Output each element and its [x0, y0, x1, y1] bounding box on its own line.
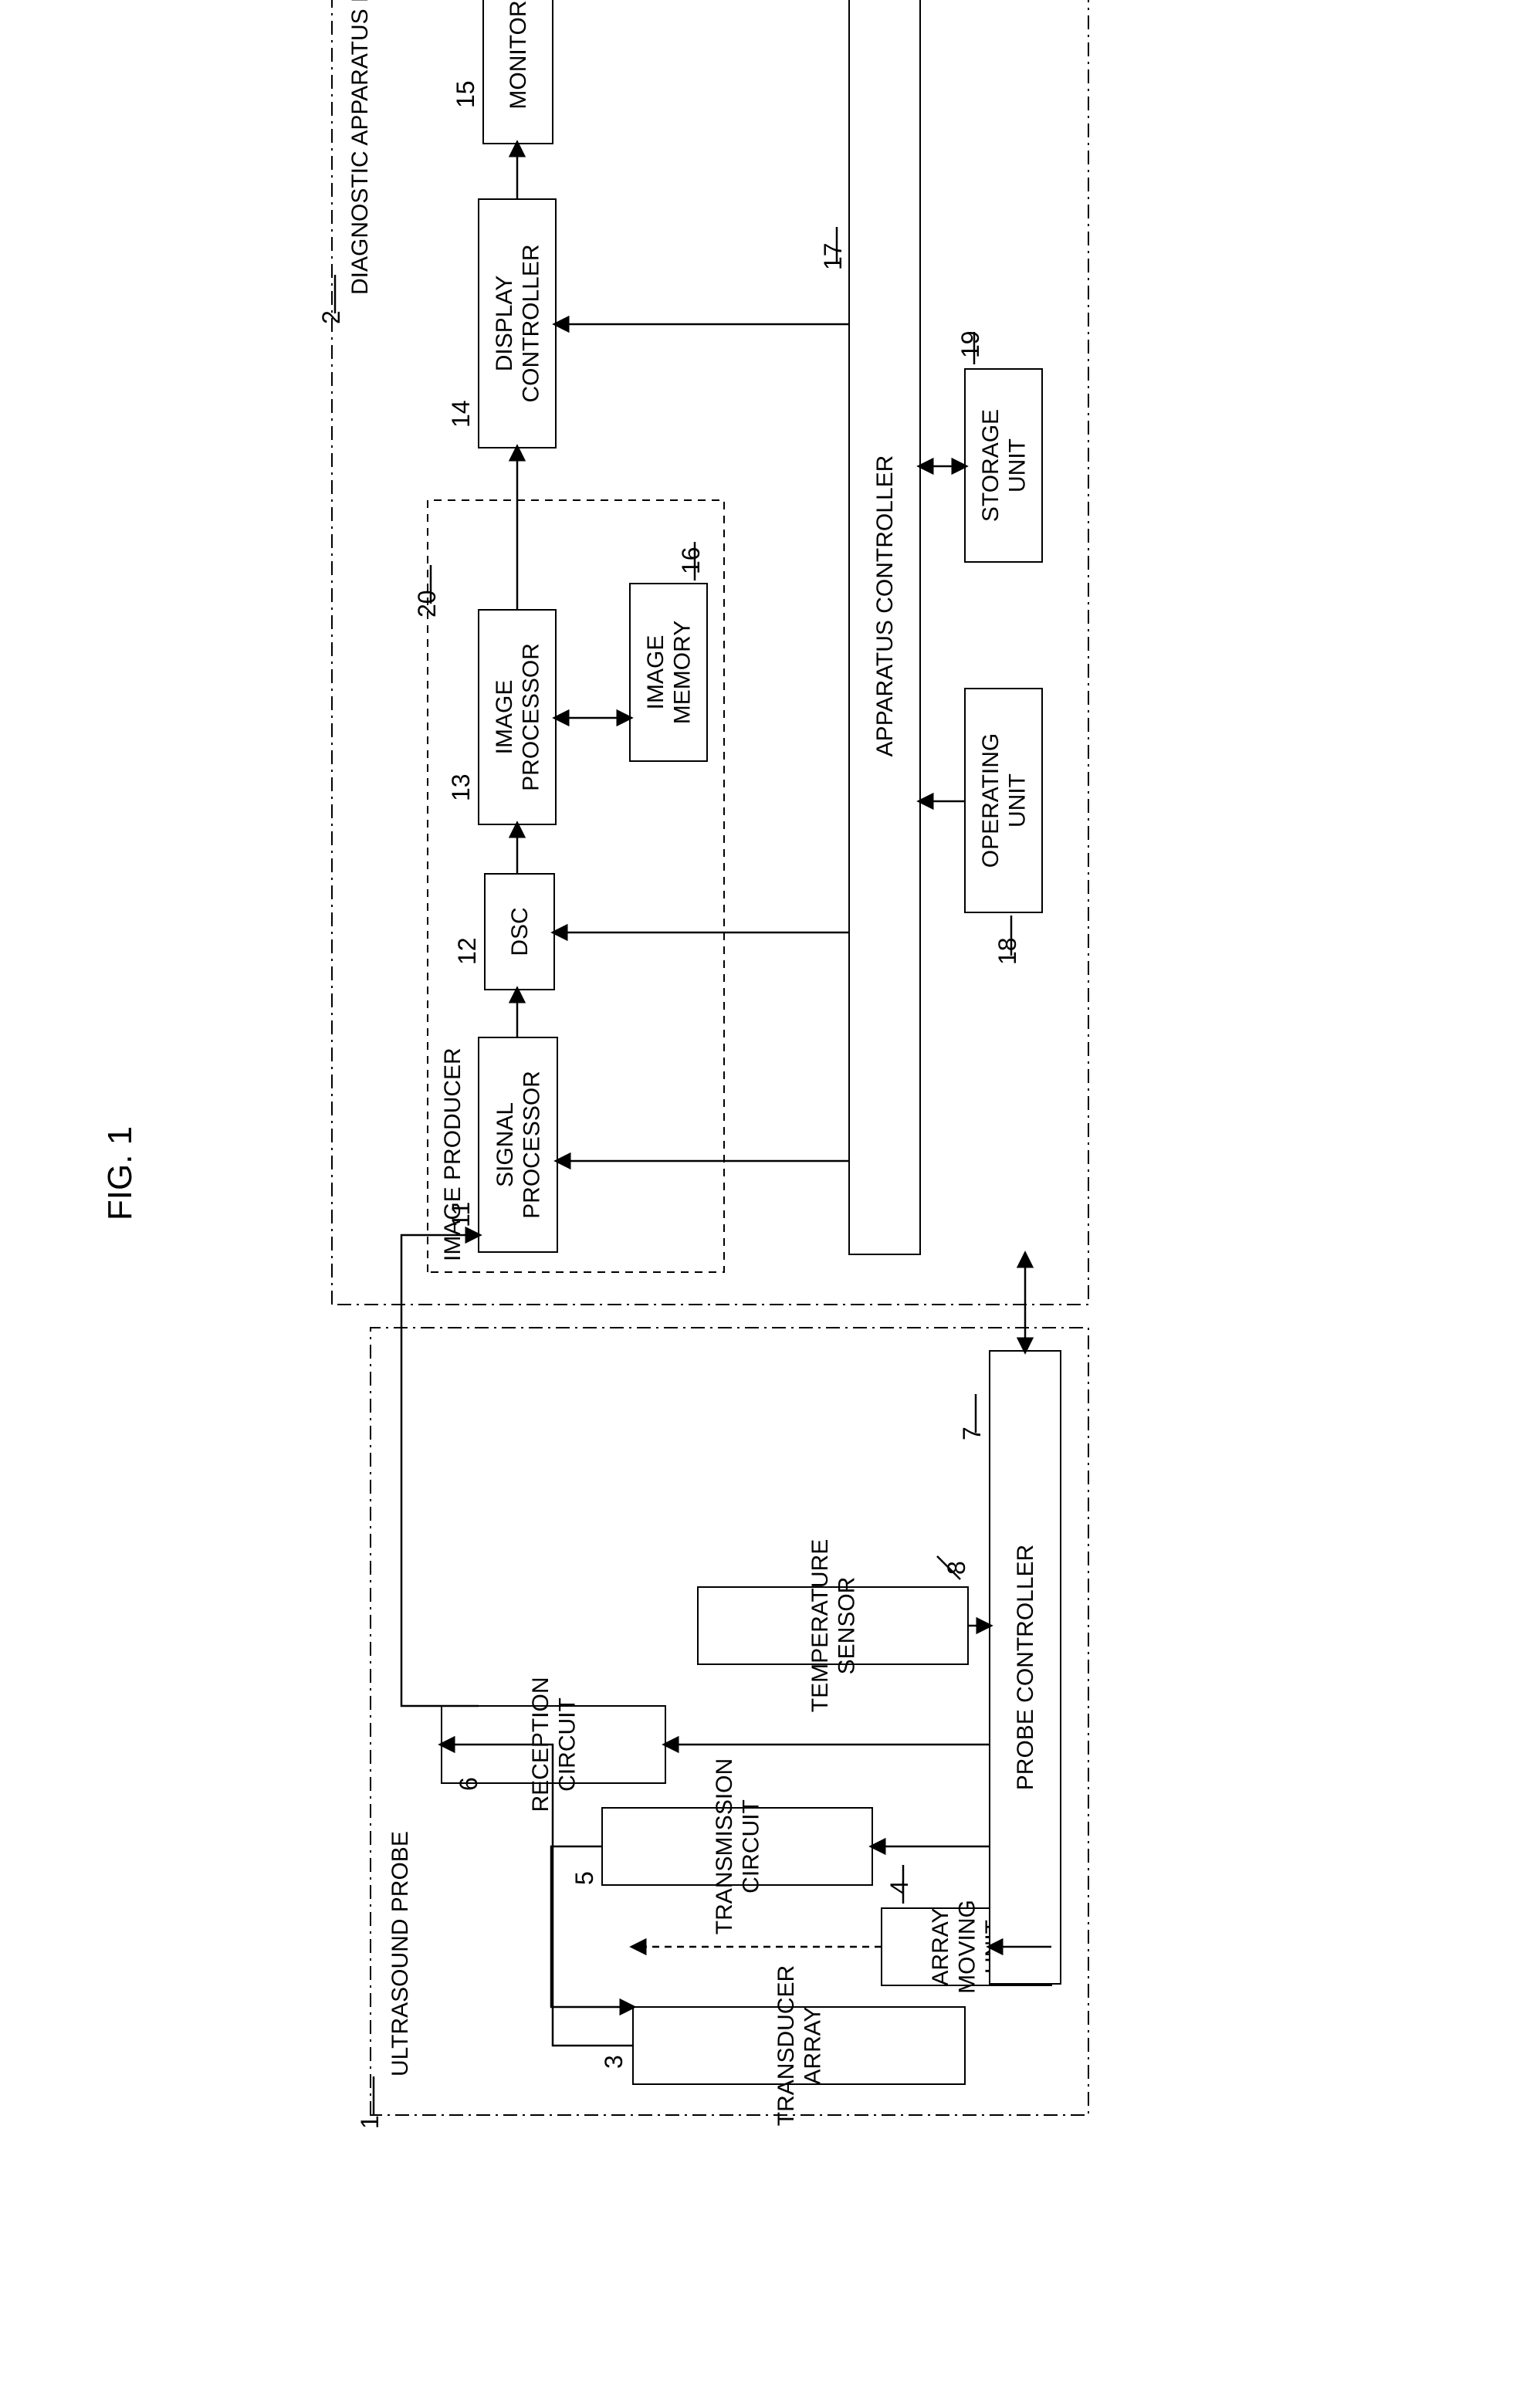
connector	[401, 1235, 479, 1706]
array-moving-unit-number: 4	[885, 1880, 913, 1894]
ultrasound-probe-label: ULTRASOUND PROBE	[388, 1831, 413, 2076]
diagram-root: FIG. 1 ULTRASOUND PROBE 1 DIAGNOSTIC APPARA…	[101, 0, 1088, 2129]
signal-processor-number: 11	[447, 1202, 475, 1227]
image-processor	[479, 610, 556, 824]
signal-processor	[479, 1037, 557, 1252]
temperature-sensor	[698, 1587, 968, 1664]
operating-unit	[965, 689, 1042, 912]
apparatus-controller-label: APPARATUS CONTROLLER	[872, 455, 898, 757]
display-controller	[479, 199, 556, 448]
transducer-array-number: 3	[600, 2055, 628, 2069]
diagnostic-body-label: DIAGNOSTIC APPARATUS BODY	[347, 0, 373, 295]
storage-unit	[965, 369, 1042, 562]
storage-unit-number: 19	[956, 330, 984, 358]
transmission-circuit-number: 5	[570, 1871, 598, 1885]
display-controller-number: 14	[447, 400, 475, 428]
monitor-number: 15	[452, 80, 479, 108]
image-memory-label: IMAGEMEMORY	[643, 621, 696, 724]
transducer-array	[633, 2007, 965, 2084]
probe-controller-number: 7	[958, 1427, 986, 1440]
image-processor-number: 13	[447, 773, 475, 801]
monitor-label: MONITOR	[506, 0, 531, 109]
probe-controller-label: PROBE CONTROLLER	[1013, 1545, 1038, 1790]
dsc-number: 12	[453, 937, 481, 965]
operating-unit-number: 18	[993, 937, 1021, 965]
figure-title: FIG. 1	[101, 1126, 139, 1220]
transducer-array-label: TRANSDUCERARRAY	[773, 1965, 826, 2126]
dsc-label: DSC	[507, 907, 533, 956]
apparatus-controller-number: 17	[819, 242, 847, 270]
image-memory-number: 16	[677, 547, 705, 574]
image-producer-number: 20	[413, 590, 441, 618]
image-producer-label: IMAGE PRODUCER	[440, 1047, 465, 1261]
temperature-sensor-label: TEMPERATURESENSOR	[807, 1539, 860, 1712]
image-memory	[630, 584, 707, 761]
diagnostic-body-number: 2	[317, 310, 345, 324]
transmission-circuit-label: TRANSMISSIONCIRCUIT	[712, 1758, 764, 1934]
ultrasound-probe-number: 1	[356, 2115, 384, 2129]
reception-circuit-number: 6	[455, 1777, 482, 1791]
temperature-sensor-number: 8	[943, 1561, 970, 1575]
transmission-circuit	[602, 1808, 872, 1885]
